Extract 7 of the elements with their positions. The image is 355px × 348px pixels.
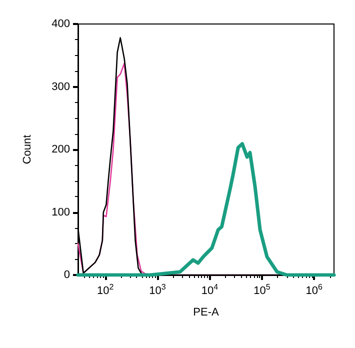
y-tick-label: 0	[64, 269, 70, 281]
y-axis-title: Count	[22, 134, 34, 164]
y-tick-label: 200	[52, 144, 70, 156]
y-tick-label: 300	[52, 80, 70, 93]
y-tick-label: 400	[52, 18, 70, 30]
x-axis-title: PE-A	[193, 306, 220, 318]
y-tick-label: 100	[52, 206, 70, 218]
